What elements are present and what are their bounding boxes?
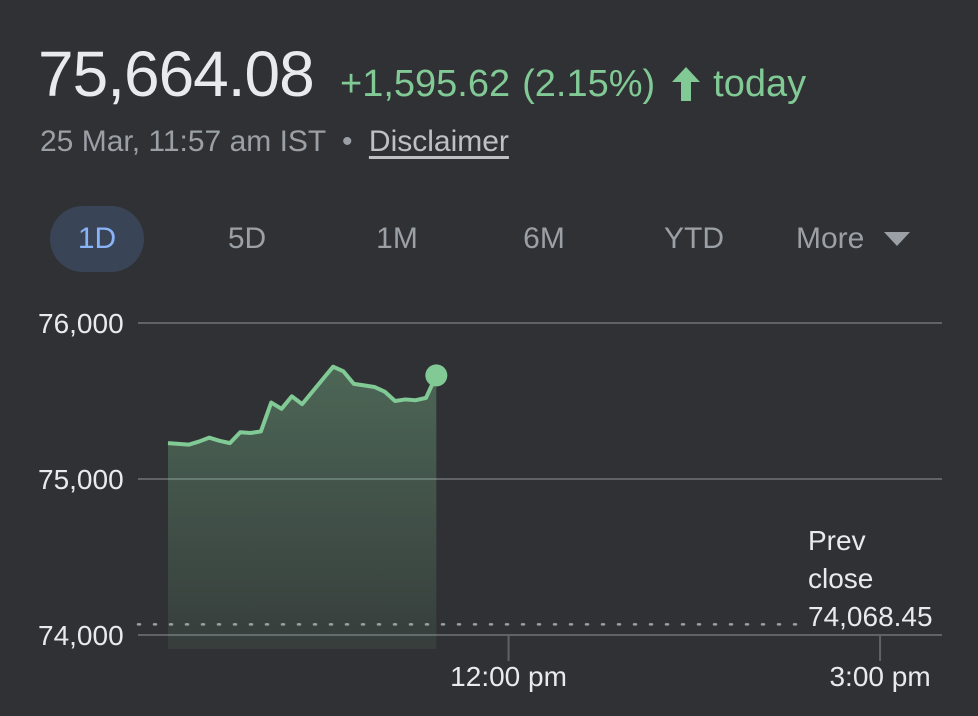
change-percent: (2.15%) bbox=[522, 63, 656, 105]
meta-separator: • bbox=[342, 125, 353, 158]
tab-ytd[interactable]: YTD bbox=[664, 222, 724, 255]
price-change: +1,595.62 (2.15%) today bbox=[340, 60, 806, 108]
y-tick-label: 76,000 bbox=[38, 308, 124, 339]
change-value: +1,595.62 bbox=[340, 63, 511, 105]
quote-timestamp: 25 Mar, 11:57 am IST bbox=[40, 125, 326, 158]
more-label: More bbox=[796, 222, 865, 255]
current-price: 75,664.08 bbox=[38, 38, 315, 110]
caret-down-icon bbox=[884, 232, 911, 246]
more-dropdown[interactable]: More bbox=[796, 206, 911, 272]
x-tick-label: 3:00 pm bbox=[829, 661, 930, 692]
prev-close-label: Prev close 74,068.45 bbox=[808, 522, 933, 636]
current-price-marker bbox=[425, 364, 448, 387]
quote-meta: 25 Mar, 11:57 am IST • Disclaimer bbox=[40, 122, 509, 162]
y-tick-label: 75,000 bbox=[38, 464, 124, 495]
price-line bbox=[167, 364, 439, 447]
area-fill bbox=[168, 366, 437, 649]
change-period: today bbox=[713, 63, 807, 105]
tab-1m[interactable]: 1M bbox=[376, 222, 418, 255]
arrow-up-icon bbox=[672, 67, 701, 101]
prev-close-line1: Prev bbox=[808, 525, 866, 556]
tab-5d[interactable]: 5D bbox=[227, 222, 267, 255]
x-tick-label: 12:00 pm bbox=[450, 661, 567, 692]
disclaimer-link[interactable]: Disclaimer bbox=[368, 125, 509, 158]
prev-close-value: 74,068.45 bbox=[808, 601, 933, 632]
tab-6m[interactable]: 6M bbox=[523, 222, 565, 255]
y-tick-label: 74,000 bbox=[38, 620, 124, 651]
prev-close-line2: close bbox=[808, 563, 874, 594]
tab-1d[interactable]: 1D bbox=[50, 206, 144, 272]
range-tabs: 1D 5D 1M 6M YTD More bbox=[0, 206, 978, 274]
